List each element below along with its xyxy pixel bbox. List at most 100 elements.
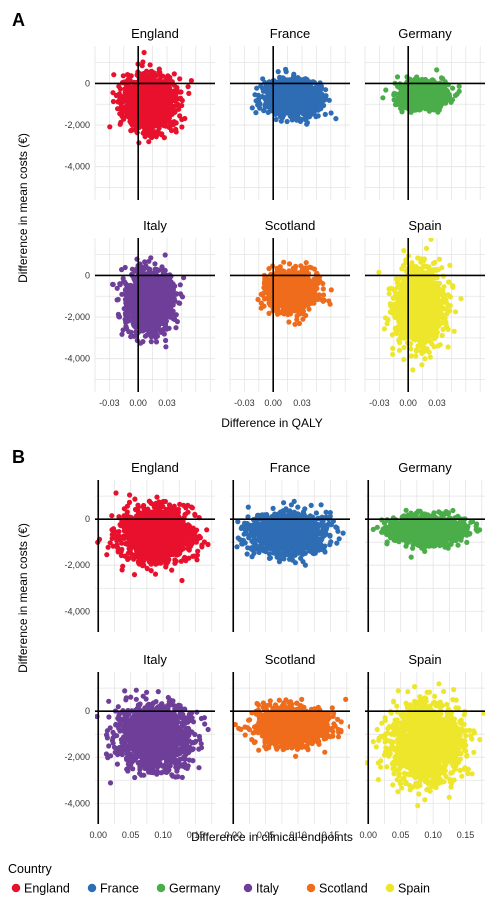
point [119,94,125,100]
point [111,72,117,78]
point [434,67,440,73]
point [175,101,181,108]
facet-a-germany: Germany [364,26,485,200]
point [179,124,185,130]
point [277,74,283,80]
y-tick-label: 0 [85,78,90,88]
point [409,85,415,91]
point [147,85,153,91]
point [143,91,149,97]
point [450,85,456,91]
point [185,84,191,90]
point [171,119,177,125]
point [147,62,153,68]
point [289,117,295,123]
point [143,77,149,83]
point [456,83,462,89]
point [266,83,272,89]
point [422,76,428,83]
point [162,88,168,95]
point [414,86,420,92]
point [134,130,140,136]
point [156,66,162,72]
y-tick-label: -2,000 [64,120,90,130]
point [161,112,167,118]
facet-a-france: France [229,26,350,200]
point [303,117,309,123]
point [438,75,445,81]
point [416,107,422,113]
point [274,85,280,92]
point [168,127,175,134]
point [425,89,431,96]
point [283,94,289,100]
point [166,86,172,92]
point [408,109,414,115]
point [146,139,152,145]
point [145,125,151,132]
point [412,107,418,113]
point [155,129,161,135]
point [149,134,155,141]
point [291,88,297,94]
points-england [107,49,194,146]
point [290,95,296,102]
point [328,110,334,116]
point [318,106,324,112]
point [169,104,175,110]
point [129,127,135,133]
point [322,111,328,117]
point [414,91,420,97]
point [456,88,462,94]
point [152,104,158,111]
point [257,105,263,111]
point [295,102,301,108]
point [275,104,281,110]
point [399,92,405,98]
point [120,99,127,105]
point [128,93,134,99]
point [318,101,324,107]
point [284,77,290,83]
point [439,101,445,107]
point [294,107,300,113]
point [144,100,150,106]
point [261,85,267,91]
point [391,97,397,103]
point [434,107,440,113]
facet-title: France [270,26,310,41]
point [163,123,169,129]
point [417,102,423,108]
point [139,63,145,69]
point [278,98,284,105]
point [161,135,167,141]
point [139,88,145,94]
point [303,104,309,110]
point [445,96,452,102]
point [107,124,113,130]
point [161,107,167,113]
point [308,86,314,92]
point [333,116,339,122]
point [313,85,319,92]
point [402,88,408,94]
point [173,129,179,135]
point [160,73,166,79]
point [171,71,177,77]
point [150,77,157,83]
point [142,108,148,114]
point [262,79,268,86]
point [177,76,183,82]
y-axis-title-b: Difference in mean costs (€) [16,523,30,673]
point [302,88,308,94]
point [282,88,288,94]
point [142,121,148,127]
point [254,85,260,91]
point [150,124,156,130]
y-axis-title-a: Difference in mean costs (€) [16,133,30,283]
point [401,101,407,107]
point [302,83,308,89]
point [413,96,419,102]
point [326,97,332,103]
